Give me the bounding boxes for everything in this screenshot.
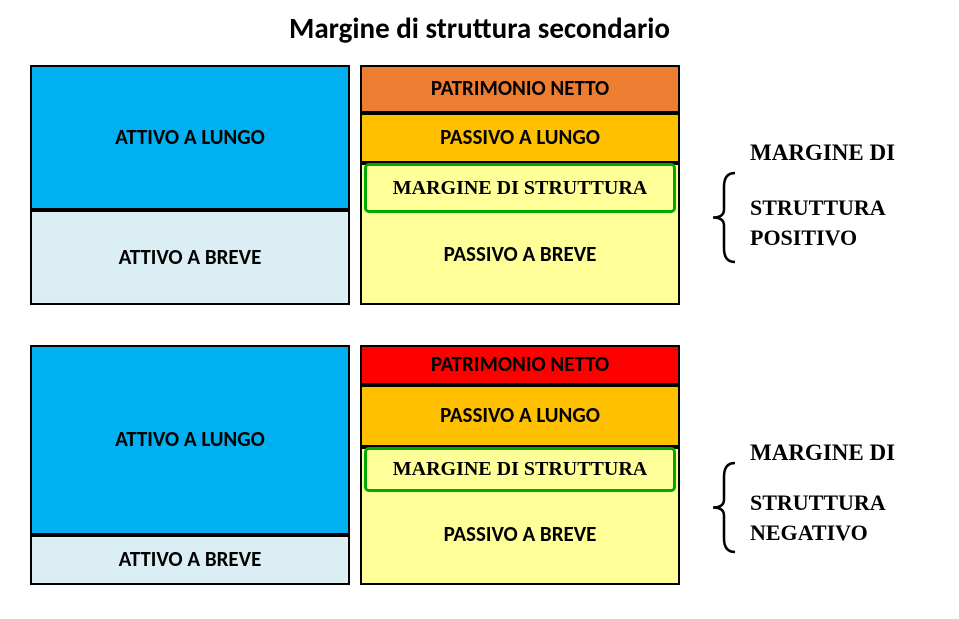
d1-margine-label: MARGINE DI STRUTTURA [393, 177, 647, 200]
d2-patrimonio-label: PATRIMONIO NETTO [431, 352, 609, 377]
d1-annotation-line2: STRUTTURA [750, 195, 886, 221]
d2-margine-overlay: MARGINE DI STRUTTURA [364, 447, 676, 492]
d2-annotation-line3: NEGATIVO [750, 520, 868, 546]
brace-icon [710, 460, 738, 555]
d1-attivo-lungo: ATTIVO A LUNGO [30, 65, 350, 210]
d2-attivo-breve-label: ATTIVO A BREVE [119, 547, 262, 572]
d2-patrimonio-netto: PATRIMONIO NETTO [360, 345, 680, 385]
d1-attivo-breve: ATTIVO A BREVE [30, 210, 350, 305]
d1-annotation-line1: MARGINE DI [750, 140, 895, 166]
d1-patrimonio-label: PATRIMONIO NETTO [431, 76, 609, 101]
d1-patrimonio-netto: PATRIMONIO NETTO [360, 65, 680, 113]
d1-passivo-lungo-label: PASSIVO A LUNGO [440, 125, 600, 150]
d2-passivo-lungo-label: PASSIVO A LUNGO [440, 403, 600, 428]
d2-attivo-lungo-label: ATTIVO A LUNGO [115, 427, 265, 452]
d1-passivo-breve-label: PASSIVO A BREVE [444, 242, 597, 267]
page-title: Margine di struttura secondario [0, 10, 959, 46]
d1-passivo-lungo: PASSIVO A LUNGO [360, 113, 680, 163]
d2-passivo-lungo: PASSIVO A LUNGO [360, 385, 680, 447]
d2-annotation-line2: STRUTTURA [750, 490, 886, 516]
d1-attivo-breve-label: ATTIVO A BREVE [119, 245, 262, 270]
d2-annotation-line1: MARGINE DI [750, 440, 895, 466]
d1-margine-overlay: MARGINE DI STRUTTURA [364, 163, 676, 213]
d1-attivo-lungo-label: ATTIVO A LUNGO [115, 125, 265, 150]
d2-passivo-breve-label: PASSIVO A BREVE [444, 522, 597, 547]
brace-icon [710, 170, 738, 265]
d1-annotation-line3: POSITIVO [750, 225, 857, 251]
d2-attivo-lungo: ATTIVO A LUNGO [30, 345, 350, 535]
d2-margine-label: MARGINE DI STRUTTURA [393, 458, 647, 481]
d2-attivo-breve: ATTIVO A BREVE [30, 535, 350, 585]
